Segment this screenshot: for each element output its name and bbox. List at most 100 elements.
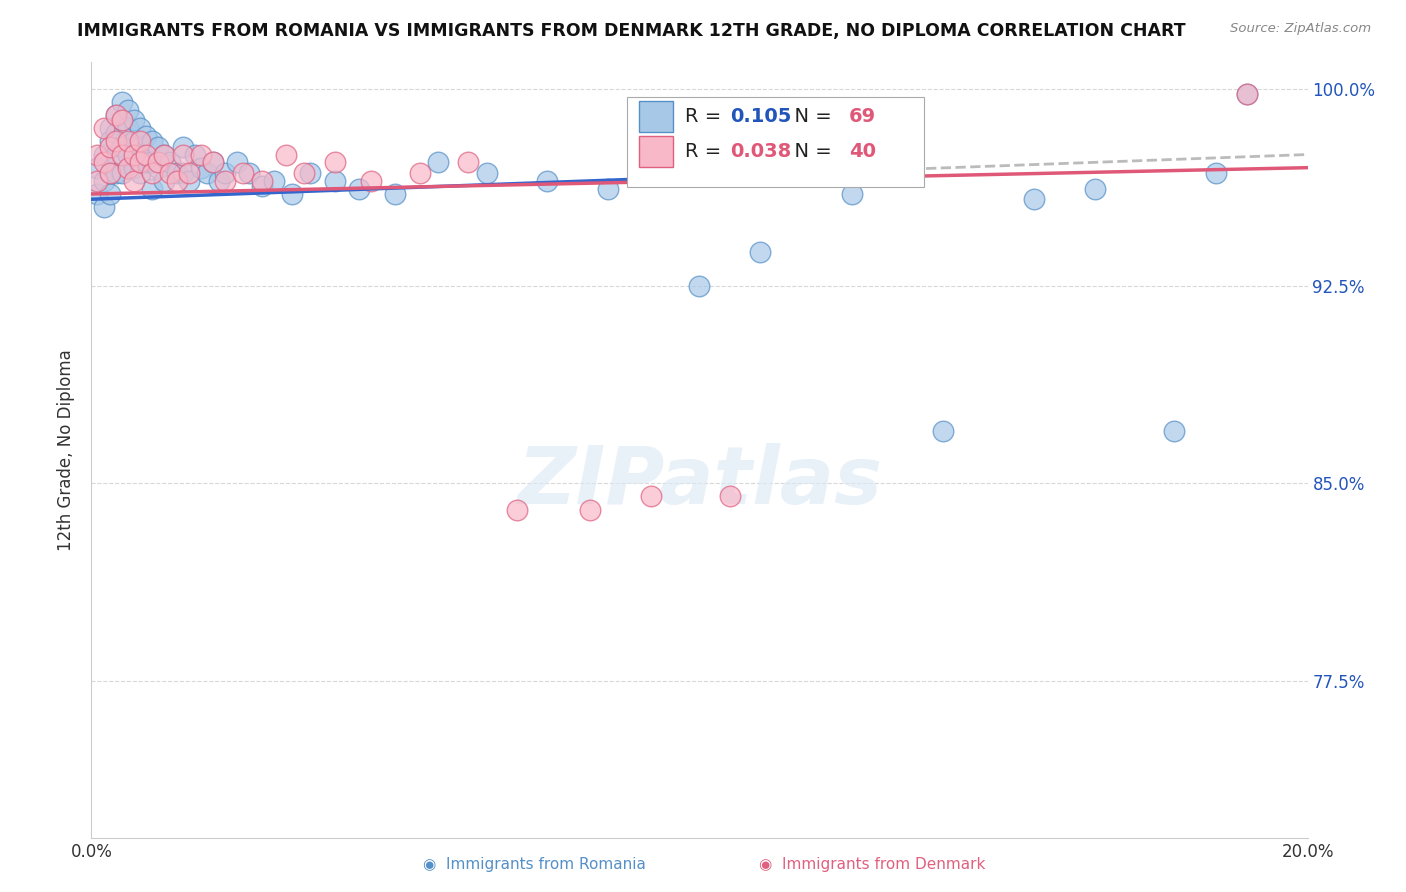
Point bbox=[208, 174, 231, 188]
Point bbox=[172, 147, 194, 161]
Point bbox=[841, 186, 863, 201]
Point bbox=[457, 155, 479, 169]
Point bbox=[718, 490, 741, 504]
Point bbox=[117, 161, 139, 175]
Text: N =: N = bbox=[782, 107, 838, 127]
Point bbox=[111, 113, 134, 128]
Point bbox=[1205, 166, 1227, 180]
Text: ◉  Immigrants from Romania: ◉ Immigrants from Romania bbox=[423, 857, 645, 872]
Point bbox=[172, 139, 194, 153]
Point bbox=[263, 174, 285, 188]
Point bbox=[111, 95, 134, 109]
Point bbox=[688, 279, 710, 293]
Point bbox=[135, 147, 157, 161]
Point bbox=[159, 166, 181, 180]
Point bbox=[93, 174, 115, 188]
Point bbox=[384, 186, 406, 201]
Point bbox=[93, 155, 115, 169]
Point bbox=[640, 490, 662, 504]
Point bbox=[129, 134, 152, 148]
Y-axis label: 12th Grade, No Diploma: 12th Grade, No Diploma bbox=[58, 350, 76, 551]
Point bbox=[122, 161, 145, 175]
Text: 0.038: 0.038 bbox=[730, 142, 792, 161]
Point bbox=[148, 139, 170, 153]
Point bbox=[274, 147, 297, 161]
Point bbox=[360, 174, 382, 188]
Point bbox=[931, 424, 953, 438]
Point bbox=[86, 186, 108, 201]
Point bbox=[281, 186, 304, 201]
Point bbox=[141, 134, 163, 148]
Point bbox=[104, 108, 127, 122]
Point bbox=[214, 174, 236, 188]
Point bbox=[98, 121, 121, 136]
Point bbox=[104, 147, 127, 161]
Point bbox=[506, 502, 529, 516]
Text: IMMIGRANTS FROM ROMANIA VS IMMIGRANTS FROM DENMARK 12TH GRADE, NO DIPLOMA CORREL: IMMIGRANTS FROM ROMANIA VS IMMIGRANTS FR… bbox=[77, 22, 1185, 40]
Point bbox=[86, 174, 108, 188]
Point bbox=[159, 155, 181, 169]
Point bbox=[226, 155, 249, 169]
Point bbox=[93, 121, 115, 136]
Point bbox=[93, 147, 115, 161]
Point bbox=[117, 103, 139, 117]
Point bbox=[232, 166, 254, 180]
Point bbox=[111, 113, 134, 128]
Point bbox=[104, 127, 127, 141]
Point bbox=[1084, 182, 1107, 196]
Point bbox=[141, 182, 163, 196]
Point bbox=[166, 174, 188, 188]
Text: ◉  Immigrants from Denmark: ◉ Immigrants from Denmark bbox=[758, 857, 986, 872]
FancyBboxPatch shape bbox=[627, 97, 925, 186]
Point bbox=[427, 155, 450, 169]
Point bbox=[122, 113, 145, 128]
Point bbox=[148, 155, 170, 169]
Point bbox=[122, 147, 145, 161]
Point bbox=[129, 155, 152, 169]
Point bbox=[129, 121, 152, 136]
Point bbox=[177, 174, 200, 188]
Point bbox=[135, 155, 157, 169]
Point bbox=[202, 155, 225, 169]
FancyBboxPatch shape bbox=[638, 136, 672, 167]
Point bbox=[117, 121, 139, 136]
Point bbox=[98, 166, 121, 180]
Text: 69: 69 bbox=[849, 107, 876, 127]
Point bbox=[579, 502, 602, 516]
Point bbox=[299, 166, 322, 180]
Point bbox=[141, 166, 163, 180]
Point bbox=[190, 147, 212, 161]
Text: R =: R = bbox=[685, 107, 727, 127]
Point bbox=[111, 147, 134, 161]
Point bbox=[598, 182, 620, 196]
Point bbox=[129, 166, 152, 180]
Point bbox=[93, 200, 115, 214]
Point bbox=[104, 108, 127, 122]
Point bbox=[202, 155, 225, 169]
Point bbox=[153, 147, 176, 161]
Point bbox=[98, 186, 121, 201]
Point bbox=[117, 147, 139, 161]
Point bbox=[172, 166, 194, 180]
Point bbox=[122, 134, 145, 148]
Point bbox=[98, 139, 121, 153]
Text: Source: ZipAtlas.com: Source: ZipAtlas.com bbox=[1230, 22, 1371, 36]
Point bbox=[250, 179, 273, 194]
Text: 40: 40 bbox=[849, 142, 876, 161]
Point bbox=[104, 134, 127, 148]
Point bbox=[141, 155, 163, 169]
Point bbox=[1236, 87, 1258, 101]
Point bbox=[640, 161, 662, 175]
Point bbox=[1236, 87, 1258, 101]
Point bbox=[214, 166, 236, 180]
Point bbox=[86, 147, 108, 161]
Point bbox=[122, 174, 145, 188]
Point bbox=[177, 166, 200, 180]
FancyBboxPatch shape bbox=[638, 101, 672, 132]
Point bbox=[104, 166, 127, 180]
Point bbox=[153, 174, 176, 188]
Text: R =: R = bbox=[685, 142, 727, 161]
Text: ZIPatlas: ZIPatlas bbox=[517, 442, 882, 521]
Point bbox=[1022, 192, 1045, 206]
Point bbox=[86, 161, 108, 175]
